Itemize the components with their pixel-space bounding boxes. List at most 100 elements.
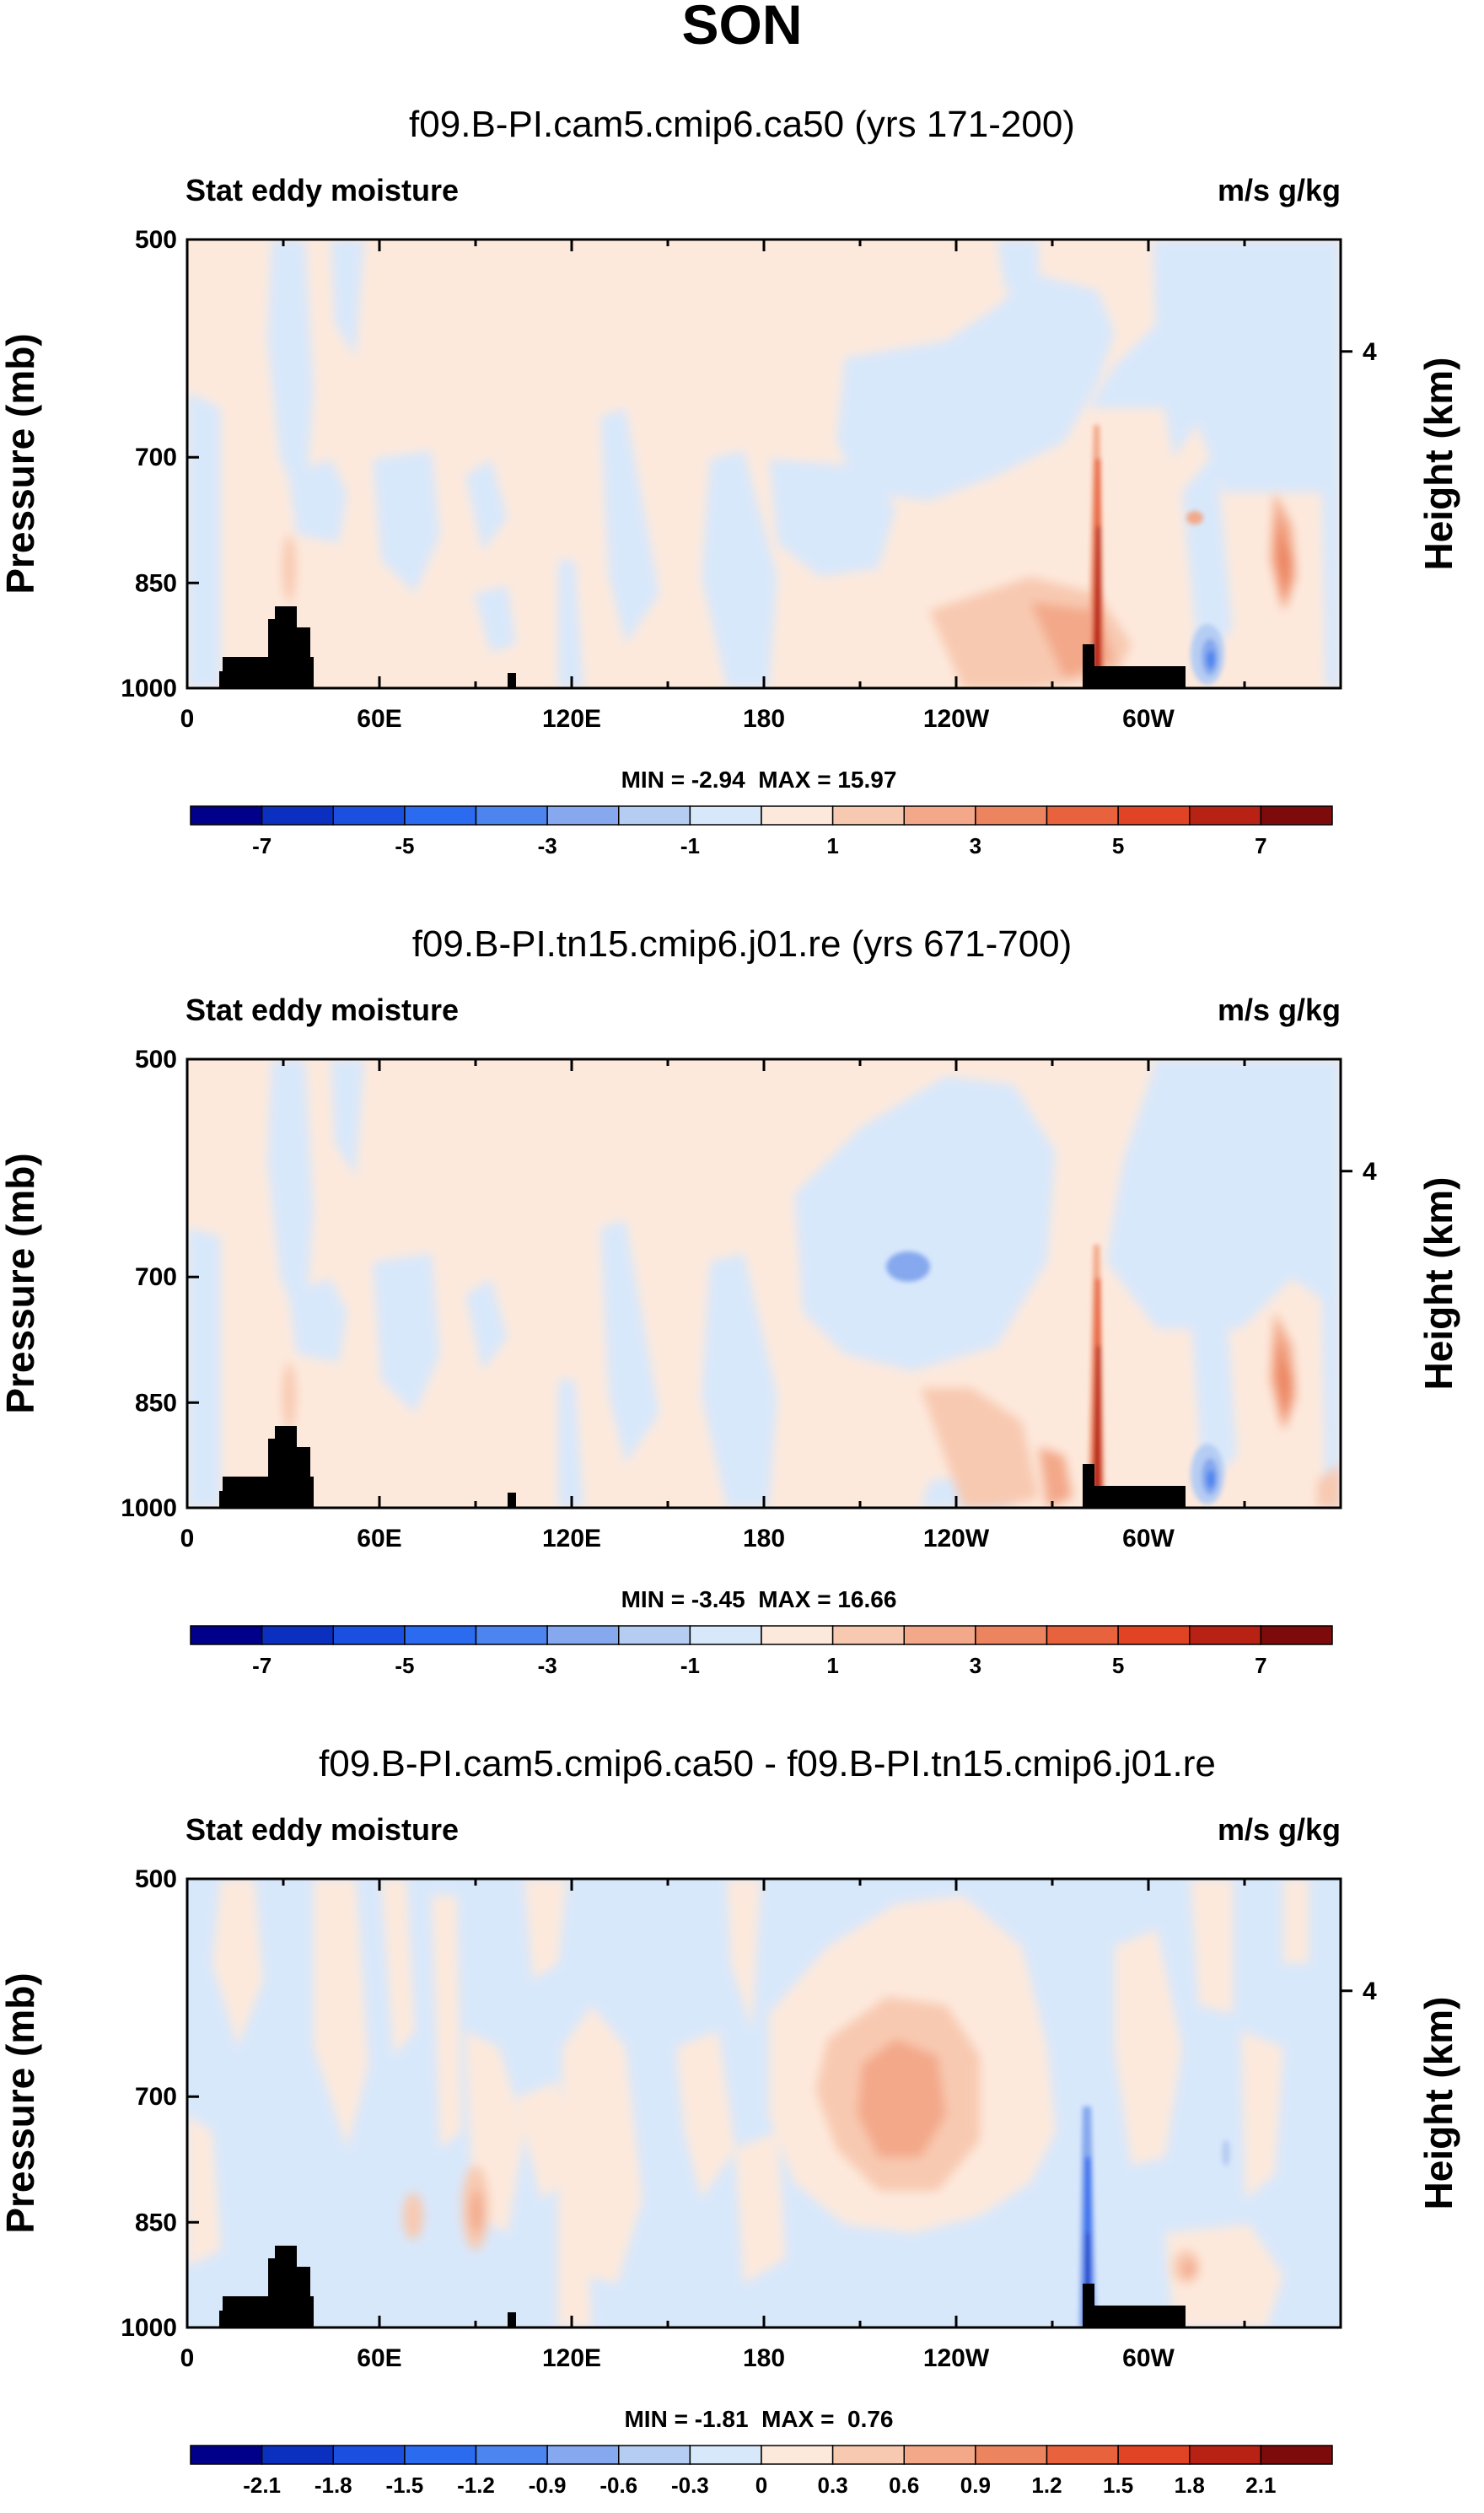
panel-1-units: m/s g/kg xyxy=(1218,173,1341,207)
panel-3-ytick-label: 500 xyxy=(135,1865,177,1893)
panel-3-left-label: Stat eddy moisture xyxy=(186,1812,459,1847)
panel-3-colorbar-label: -2.1 xyxy=(243,2473,281,2498)
panel-3-colorbar-bin xyxy=(1046,2445,1119,2465)
panel-2-colorbar-bin xyxy=(1260,1625,1333,1645)
panel-1-colorbar-bin xyxy=(1189,805,1262,826)
panel-3-xtick-label: 60W xyxy=(1122,2344,1175,2372)
panel-1-colorbar-bin xyxy=(404,805,477,826)
panel-1-xtick-label: 60E xyxy=(357,705,401,733)
panel-3-colorbar-bin xyxy=(1117,2445,1191,2465)
panel-3-axes: 500 700 850 1000 4 0 60E 120E 180 120W 60W Pressure… xyxy=(0,1865,1460,2372)
figure-title: SON xyxy=(681,0,802,56)
panel-2-colorbar-bin xyxy=(689,1625,762,1645)
panel-3-xtick-label: 0 xyxy=(180,2344,195,2372)
panel-2-xtick-label: 180 xyxy=(743,1525,785,1552)
panel-3-y2label: Height (km) xyxy=(1417,1997,1460,2210)
panel-3-colorbar-bin xyxy=(546,2445,620,2465)
panel-1-xtick-label: 120E xyxy=(542,705,601,733)
panel-2-colorbar-bin xyxy=(1189,1625,1262,1645)
panel-3-y2tick-label: 4 xyxy=(1363,1978,1377,2005)
panel-2-colorbar-label: -1 xyxy=(680,1653,700,1678)
panel-3-plot-area xyxy=(186,1877,1342,2329)
panel-3-colorbar-label: 1.8 xyxy=(1175,2473,1205,2498)
panel-3-xtick-label: 60E xyxy=(357,2344,401,2372)
panel-2-xtick-label: 60W xyxy=(1122,1525,1175,1552)
panel-1-plot-area xyxy=(186,238,1342,690)
panel-2-ytick-label: 850 xyxy=(135,1389,177,1417)
panel-2-colorbar-label: -3 xyxy=(538,1653,557,1678)
panel-1-ytick-label: 850 xyxy=(135,569,177,597)
panel-2-xtick-label: 120E xyxy=(542,1525,601,1552)
panel-3-colorbar-label: 2.1 xyxy=(1245,2473,1276,2498)
panel-1-colorbar-bin xyxy=(261,805,334,826)
panel-2-ytick-label: 500 xyxy=(135,1046,177,1074)
panel-1-colorbar-bin xyxy=(618,805,691,826)
panel-3-colorbar-bin xyxy=(831,2445,905,2465)
panel-3-colorbar-label: -1.8 xyxy=(315,2473,352,2498)
panel-1-ylabel: Pressure (mb) xyxy=(0,333,42,594)
panel-1-colorbar-label: 1 xyxy=(826,833,838,858)
panel-1-colorbar-label: -5 xyxy=(395,833,414,858)
panel-1-xtick-label: 120W xyxy=(923,705,990,733)
panel-3-colorbar-bin xyxy=(618,2445,691,2465)
panel-3-colorbar-label: 0.3 xyxy=(818,2473,848,2498)
panel-1-y2label: Height (km) xyxy=(1417,358,1460,571)
panel-3-colorbar-bin xyxy=(1189,2445,1262,2465)
panel-2-colorbar-bin xyxy=(831,1625,905,1645)
panel-1-colorbar-label: -7 xyxy=(252,833,272,858)
panel-2-xtick-label: 120W xyxy=(923,1525,990,1552)
panel-3-colorbar-label: 0.9 xyxy=(960,2473,991,2498)
panel-3-colorbar-label: -1.2 xyxy=(457,2473,495,2498)
panel-1-colorbar-bin xyxy=(903,805,976,826)
panel-1-colorbar-label: -1 xyxy=(680,833,700,858)
panel-1-ytick-label: 500 xyxy=(135,226,177,254)
panel-1-colorbar-label: -3 xyxy=(538,833,557,858)
panel-1-colorbar-bin xyxy=(831,805,905,826)
panel-3-xtick-label: 180 xyxy=(743,2344,785,2372)
panel-3-ylabel: Pressure (mb) xyxy=(0,1972,42,2233)
panel-1-colorbar-bin xyxy=(975,805,1048,826)
panel-2-ylabel: Pressure (mb) xyxy=(0,1153,42,1413)
panel-2-colorbar-bin xyxy=(404,1625,477,1645)
panel-1-colorbar-bin xyxy=(761,805,834,826)
panel-2-y2label: Height (km) xyxy=(1417,1177,1460,1391)
panel-3-colorbar-label: -1.5 xyxy=(385,2473,423,2498)
panel-2-colorbar: -7 -5 -3 -1 1 3 5 7 xyxy=(190,1625,1333,1678)
panel-1-left-label: Stat eddy moisture xyxy=(186,173,459,207)
panel-1: f09.B-PI.cam5.cmip6.ca50 (yrs 171-200) S… xyxy=(0,104,1460,858)
panel-3-colorbar-bin xyxy=(261,2445,334,2465)
panel-1-stats: MIN = -2.94 MAX = 15.97 xyxy=(621,767,897,793)
panel-2-colorbar-bin xyxy=(190,1625,263,1645)
panel-1-title: f09.B-PI.cam5.cmip6.ca50 (yrs 171-200) xyxy=(409,104,1075,145)
panel-2-xtick-label: 0 xyxy=(180,1525,195,1552)
panel-1-colorbar-label: 3 xyxy=(970,833,981,858)
panel-3-ytick-label: 700 xyxy=(135,2083,177,2111)
panel-3-colorbar-bin xyxy=(475,2445,548,2465)
panel-2: f09.B-PI.tn15.cmip6.j01.re (yrs 671-700)… xyxy=(0,923,1460,1678)
panel-1-colorbar-bin xyxy=(1046,805,1119,826)
panel-2-ytick-label: 700 xyxy=(135,1263,177,1291)
panel-3-colorbar-bin xyxy=(404,2445,477,2465)
panel-2-colorbar-bin xyxy=(1046,1625,1119,1645)
panel-3-colorbar-label: 1.2 xyxy=(1031,2473,1062,2498)
panel-2-units: m/s g/kg xyxy=(1218,993,1341,1027)
panel-3-title: f09.B-PI.cam5.cmip6.ca50 - f09.B-PI.tn15… xyxy=(319,1743,1216,1784)
panel-1-ytick-label: 1000 xyxy=(121,675,177,702)
panel-1-colorbar-bin xyxy=(190,805,263,826)
panel-1-colorbar-bin xyxy=(475,805,548,826)
panel-3-colorbar-label: 1.5 xyxy=(1103,2473,1133,2498)
panel-2-colorbar-bin xyxy=(618,1625,691,1645)
panel-3-colorbar-bin xyxy=(1260,2445,1333,2465)
panel-3-colorbar-bin xyxy=(975,2445,1048,2465)
panel-1-xtick-label: 0 xyxy=(180,705,195,733)
panel-2-colorbar-bin xyxy=(903,1625,976,1645)
panel-3-colorbar-label: 0 xyxy=(755,2473,767,2498)
panel-2-ytick-label: 1000 xyxy=(121,1494,177,1522)
panel-2-colorbar-label: 1 xyxy=(826,1653,838,1678)
panel-1-ytick-label: 700 xyxy=(135,444,177,471)
panel-2-colorbar-label: -7 xyxy=(252,1653,272,1678)
panel-2-colorbar-bin xyxy=(261,1625,334,1645)
panel-2-colorbar-label: 7 xyxy=(1255,1653,1266,1678)
panel-1-colorbar-bin xyxy=(1260,805,1333,826)
